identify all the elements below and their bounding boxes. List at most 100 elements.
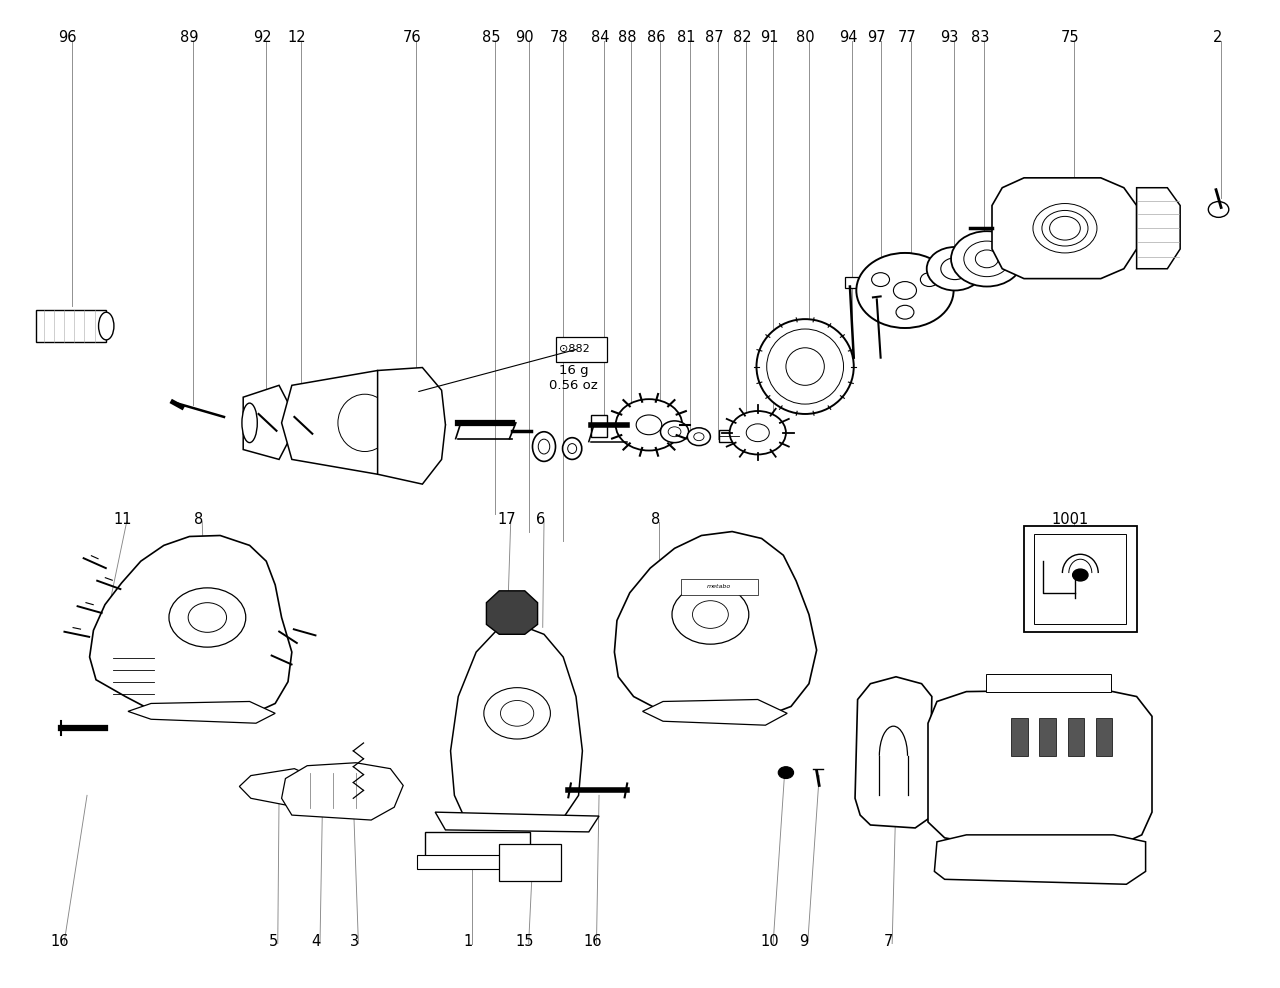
Circle shape [692,601,728,628]
Circle shape [500,700,534,726]
Text: 83: 83 [972,30,989,44]
Circle shape [694,433,704,441]
Circle shape [1042,210,1088,246]
Text: 8: 8 [193,512,204,527]
Circle shape [1050,216,1080,240]
Text: 97: 97 [868,30,886,44]
Ellipse shape [99,312,114,340]
Ellipse shape [539,439,550,454]
Bar [681,579,758,595]
Circle shape [616,399,682,451]
Bar [845,277,858,288]
Circle shape [687,428,710,446]
Circle shape [746,424,769,442]
Ellipse shape [767,329,844,404]
Circle shape [872,273,890,287]
Text: 82: 82 [733,30,751,44]
Polygon shape [90,535,292,719]
Circle shape [856,253,954,328]
Text: metabo: metabo [708,584,731,590]
Ellipse shape [532,432,556,461]
Circle shape [247,405,265,419]
Bar [1024,526,1137,632]
Circle shape [920,273,938,287]
Polygon shape [282,763,403,820]
Text: 87: 87 [705,30,723,44]
Circle shape [169,588,246,647]
Circle shape [941,258,969,280]
Polygon shape [435,812,599,832]
Text: 91: 91 [760,30,778,44]
Circle shape [484,688,550,739]
Circle shape [893,282,916,299]
Circle shape [660,421,689,443]
Circle shape [1033,204,1097,253]
Polygon shape [243,385,292,459]
Polygon shape [451,624,582,828]
Text: 8: 8 [650,512,660,527]
Text: 90: 90 [516,30,534,44]
Text: 16: 16 [51,934,69,948]
Bar [719,430,739,442]
Bar [556,337,607,362]
Ellipse shape [242,403,257,443]
Bar [1068,718,1084,756]
Text: 15: 15 [516,934,534,948]
Ellipse shape [756,319,854,414]
Text: 5: 5 [269,934,279,948]
Polygon shape [128,701,275,723]
Text: 4: 4 [311,934,321,948]
Polygon shape [282,370,445,474]
Text: 96: 96 [59,30,77,44]
Text: ⊙882: ⊙882 [559,344,590,354]
Circle shape [188,603,227,632]
Circle shape [964,241,1010,277]
Bar [1034,534,1126,624]
Circle shape [1073,569,1088,581]
Circle shape [672,585,749,644]
Circle shape [927,247,983,290]
Text: 85: 85 [483,30,500,44]
Text: 92: 92 [253,30,271,44]
Text: 10: 10 [760,934,778,948]
Polygon shape [992,178,1137,279]
Text: 12: 12 [288,30,306,44]
Text: 17: 17 [498,512,516,527]
Polygon shape [928,690,1152,848]
Text: 80: 80 [796,30,814,44]
Text: 1: 1 [463,934,474,948]
Text: 86: 86 [648,30,666,44]
Circle shape [668,427,681,437]
Circle shape [975,250,998,268]
Text: 7: 7 [883,934,893,948]
Text: 94: 94 [840,30,858,44]
Text: 11: 11 [114,512,132,527]
Circle shape [951,231,1023,287]
Circle shape [778,767,794,779]
Polygon shape [855,677,932,828]
Text: 88: 88 [618,30,636,44]
Text: 75: 75 [1061,30,1079,44]
Text: 2: 2 [1212,30,1222,44]
Text: 93: 93 [941,30,959,44]
Text: 78: 78 [550,30,568,44]
Text: 76: 76 [403,30,421,44]
Polygon shape [934,835,1146,884]
Polygon shape [239,769,317,808]
Text: 6: 6 [535,512,545,527]
Text: 77: 77 [899,30,916,44]
Text: 81: 81 [677,30,695,44]
Bar [618,415,636,435]
Polygon shape [1137,188,1180,269]
Circle shape [730,411,786,454]
Circle shape [636,415,662,435]
Text: 16 g: 16 g [558,364,589,377]
Polygon shape [486,591,538,634]
Ellipse shape [563,438,581,459]
Polygon shape [378,368,445,484]
Text: 0.56 oz: 0.56 oz [549,378,598,392]
Bar [591,415,607,437]
Circle shape [1208,202,1229,217]
Text: 89: 89 [180,30,198,44]
Bar [36,310,106,342]
